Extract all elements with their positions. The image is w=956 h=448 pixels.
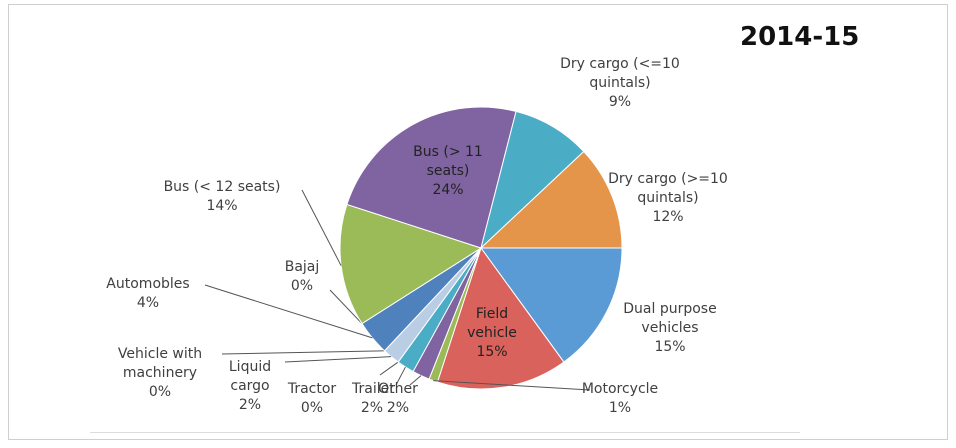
slice-label: Dry cargo (>=10 quintals) 12% — [593, 170, 743, 227]
pie-slice — [346, 106, 517, 249]
value-label: 4% — [136, 295, 160, 311]
category-label: Bus (> 11 seats) — [413, 144, 483, 179]
category-label: Tractor — [287, 381, 337, 397]
slice-label: Bus (> 11 seats) 24% — [403, 143, 493, 200]
frame — [8, 4, 948, 440]
value-label: 12% — [652, 209, 684, 225]
leader-line — [301, 189, 342, 266]
category-label: Liquid cargo — [228, 359, 272, 394]
slice-label: Bus (< 12 seats) 14% — [147, 178, 297, 216]
slice-label: Automobles 4% — [83, 275, 213, 313]
category-label: Automobles — [106, 276, 190, 292]
slice-label: Motorcycle 1% — [565, 380, 675, 418]
slice-label: Tractor 0% — [277, 380, 347, 418]
leader-line — [409, 375, 422, 386]
category-label: Dry cargo (<=10 quintals) — [560, 56, 680, 91]
baseline — [90, 432, 800, 433]
pie-slice — [479, 150, 623, 249]
leader-line — [284, 356, 392, 363]
value-label: 0% — [148, 384, 172, 400]
value-label: 9% — [608, 94, 632, 110]
category-label: Dry cargo (>=10 quintals) — [608, 171, 728, 206]
slice-label: Field vehicle 15% — [452, 305, 532, 362]
leader-line — [329, 289, 363, 324]
value-label: 24% — [432, 182, 464, 198]
slice-label: Other 2% — [378, 380, 418, 418]
slice-label: Liquid cargo 2% — [220, 358, 280, 415]
value-label: 15% — [476, 344, 508, 360]
chart-title: 2014-15 — [740, 22, 860, 52]
pie-slice — [339, 203, 483, 325]
value-label: 2% — [238, 397, 262, 413]
slice-label: Trailer 2% — [352, 380, 395, 418]
leader-line — [204, 284, 373, 339]
category-label: Bajaj — [284, 259, 320, 275]
leader-line — [433, 380, 591, 391]
slice-label: Bajaj 0% — [272, 258, 332, 296]
value-label: 1% — [608, 400, 632, 416]
value-label: 2% — [360, 400, 384, 416]
category-label: Vehicle with machinery — [117, 346, 203, 381]
pie-slice — [480, 247, 623, 363]
value-label: 14% — [206, 198, 238, 214]
value-label: 0% — [300, 400, 324, 416]
slice-label: Dual purpose vehicles 15% — [600, 300, 740, 357]
value-label: 0% — [290, 278, 314, 294]
pie-slice — [480, 110, 585, 250]
category-label: Dual purpose vehicles — [623, 301, 717, 336]
leader-line — [221, 350, 385, 355]
leader-line — [395, 366, 406, 386]
category-label: Motorcycle — [581, 381, 659, 397]
category-label: Other — [378, 381, 418, 397]
pie-slice — [436, 246, 565, 390]
leader-line — [379, 361, 399, 376]
category-label: Field vehicle — [467, 306, 517, 341]
category-label: Bus (< 12 seats) — [163, 179, 281, 195]
value-label: 2% — [386, 400, 410, 416]
slice-label: Dry cargo (<=10 quintals) 9% — [545, 55, 695, 112]
value-label: 15% — [654, 339, 686, 355]
slice-label: Vehicle with machinery 0% — [95, 345, 225, 402]
category-label: Trailer — [352, 381, 395, 397]
